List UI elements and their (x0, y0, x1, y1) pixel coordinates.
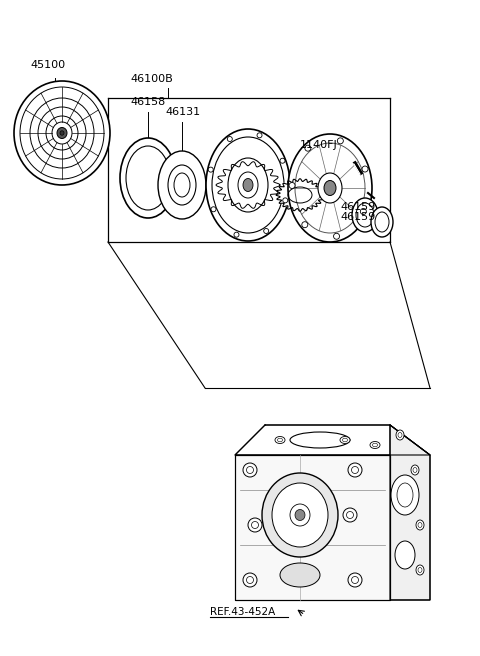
Circle shape (334, 234, 339, 239)
Ellipse shape (243, 463, 257, 477)
Circle shape (257, 133, 262, 138)
Ellipse shape (168, 165, 196, 205)
Ellipse shape (411, 465, 419, 475)
Ellipse shape (371, 207, 393, 237)
Circle shape (264, 228, 269, 234)
Circle shape (302, 222, 308, 228)
Ellipse shape (416, 565, 424, 575)
Ellipse shape (120, 138, 176, 218)
Text: 46159: 46159 (340, 212, 375, 222)
Ellipse shape (348, 573, 362, 587)
Polygon shape (235, 455, 390, 600)
Ellipse shape (57, 127, 67, 138)
Polygon shape (390, 425, 430, 600)
Ellipse shape (290, 432, 350, 448)
Circle shape (289, 182, 295, 188)
Circle shape (305, 145, 311, 151)
Ellipse shape (416, 520, 424, 530)
Ellipse shape (14, 81, 110, 185)
Ellipse shape (396, 430, 404, 440)
Ellipse shape (248, 518, 262, 532)
Ellipse shape (158, 151, 206, 219)
Polygon shape (235, 425, 430, 455)
Ellipse shape (340, 436, 350, 443)
Ellipse shape (352, 198, 378, 232)
Ellipse shape (348, 463, 362, 477)
Circle shape (208, 167, 213, 172)
Polygon shape (276, 178, 324, 211)
Ellipse shape (280, 563, 320, 587)
Text: 46100B: 46100B (130, 74, 173, 84)
Ellipse shape (295, 510, 305, 520)
Ellipse shape (324, 180, 336, 195)
Text: 46159: 46159 (340, 202, 375, 212)
Ellipse shape (391, 475, 419, 515)
Circle shape (360, 209, 366, 215)
Ellipse shape (206, 129, 290, 241)
Text: 45100: 45100 (30, 60, 65, 70)
Ellipse shape (243, 178, 253, 192)
Circle shape (362, 166, 368, 172)
Circle shape (234, 232, 239, 237)
Ellipse shape (318, 173, 342, 203)
Circle shape (228, 136, 232, 142)
Ellipse shape (272, 483, 328, 547)
Text: 46158: 46158 (130, 97, 165, 107)
Ellipse shape (395, 541, 415, 569)
Text: 46131: 46131 (165, 107, 200, 117)
Ellipse shape (243, 573, 257, 587)
Text: 1140FJ: 1140FJ (300, 140, 338, 150)
Circle shape (337, 138, 343, 144)
Ellipse shape (370, 441, 380, 449)
Circle shape (211, 207, 216, 212)
Circle shape (283, 198, 288, 203)
Ellipse shape (275, 436, 285, 443)
Ellipse shape (262, 473, 338, 557)
Text: REF.43-452A: REF.43-452A (210, 607, 275, 617)
Ellipse shape (343, 508, 357, 522)
Circle shape (280, 158, 285, 163)
Ellipse shape (60, 131, 64, 135)
Ellipse shape (288, 134, 372, 242)
